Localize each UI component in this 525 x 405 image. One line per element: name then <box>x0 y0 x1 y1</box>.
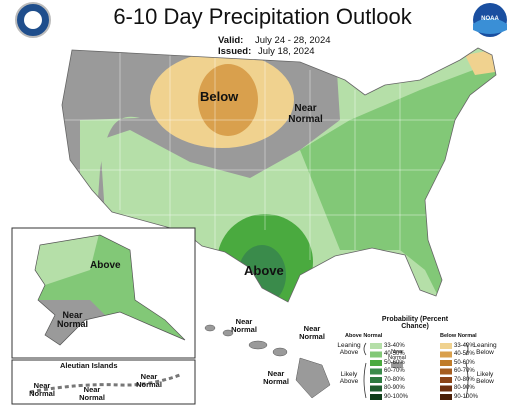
legend-swatch <box>440 385 452 392</box>
legend-above-heading: Above Normal <box>345 333 383 339</box>
legend-range: 60-70% <box>384 368 405 374</box>
legend-range: 70-80% <box>384 376 405 383</box>
aleutian-title: Aleutian Islands <box>60 361 118 370</box>
legend-range: 80-90% <box>384 385 405 391</box>
hawaii-nn: Near Normal <box>299 324 325 341</box>
label-near-normal: Near Normal <box>288 103 323 125</box>
aleutian-nn: Near Normal <box>29 381 55 398</box>
legend-swatch <box>370 394 382 400</box>
aleutian-nn: Near Normal <box>136 372 162 389</box>
legend-range: 40-50% <box>384 351 405 357</box>
leaning-below: Leaning Below <box>473 342 497 356</box>
legend-swatch <box>370 385 382 392</box>
legend-swatch <box>440 368 452 375</box>
ak-near-normal: Near Normal <box>56 310 88 330</box>
aleutian-nn: Near Normal <box>79 385 105 402</box>
label-above: Above <box>244 263 284 278</box>
legend-range: 70-80% <box>454 376 475 383</box>
legend-swatch <box>440 394 452 400</box>
legend-swatch <box>440 377 452 383</box>
legend-range: 60-70% <box>454 368 475 374</box>
label-below: Below <box>200 89 239 104</box>
issued-label: Issued: <box>218 46 252 57</box>
hawaii-nn: Near Normal <box>231 317 257 334</box>
legend-swatch <box>440 343 452 349</box>
title: 6-10 Day Precipitation Outlook <box>113 4 412 29</box>
legend-range: 33-40% <box>384 342 405 349</box>
legend-swatch <box>370 368 382 375</box>
legend-range: 90-100% <box>384 393 409 400</box>
legend-range: 40-50% <box>454 351 475 357</box>
legend-range: 50-60% <box>384 359 405 366</box>
legend-swatch <box>440 360 452 366</box>
hawaii-nn: Near Normal <box>263 369 289 386</box>
likely-below: Likely Below <box>476 371 494 385</box>
legend-title: Probability (Percent Chance) <box>381 316 449 331</box>
aleutian-box <box>11 359 196 405</box>
legend-range: 80-90% <box>454 385 475 391</box>
leaning-above: Leaning Above <box>337 342 361 356</box>
legend <box>363 342 469 400</box>
legend-swatch <box>370 343 382 349</box>
legend-range: 33-40% <box>454 342 475 349</box>
legend-swatch <box>370 360 382 366</box>
hawaii <box>204 324 331 399</box>
near-normal: Near Normal <box>388 349 406 361</box>
ak-above: Above <box>90 260 121 271</box>
legend-range: 90-100% <box>454 393 479 400</box>
noaa-text: NOAA <box>481 16 499 22</box>
legend-below-heading: Below Normal <box>440 333 477 339</box>
valid-label: Valid: <box>218 35 244 46</box>
legend-swatch <box>440 351 452 358</box>
legend-swatch <box>370 377 382 383</box>
legend-swatch <box>370 351 382 358</box>
issued-date: July 18, 2024 <box>258 46 315 57</box>
likely-above: Likely Above <box>339 371 359 385</box>
legend-range: 50-60% <box>454 359 475 366</box>
valid-dates: July 24 - 28, 2024 <box>255 35 331 46</box>
